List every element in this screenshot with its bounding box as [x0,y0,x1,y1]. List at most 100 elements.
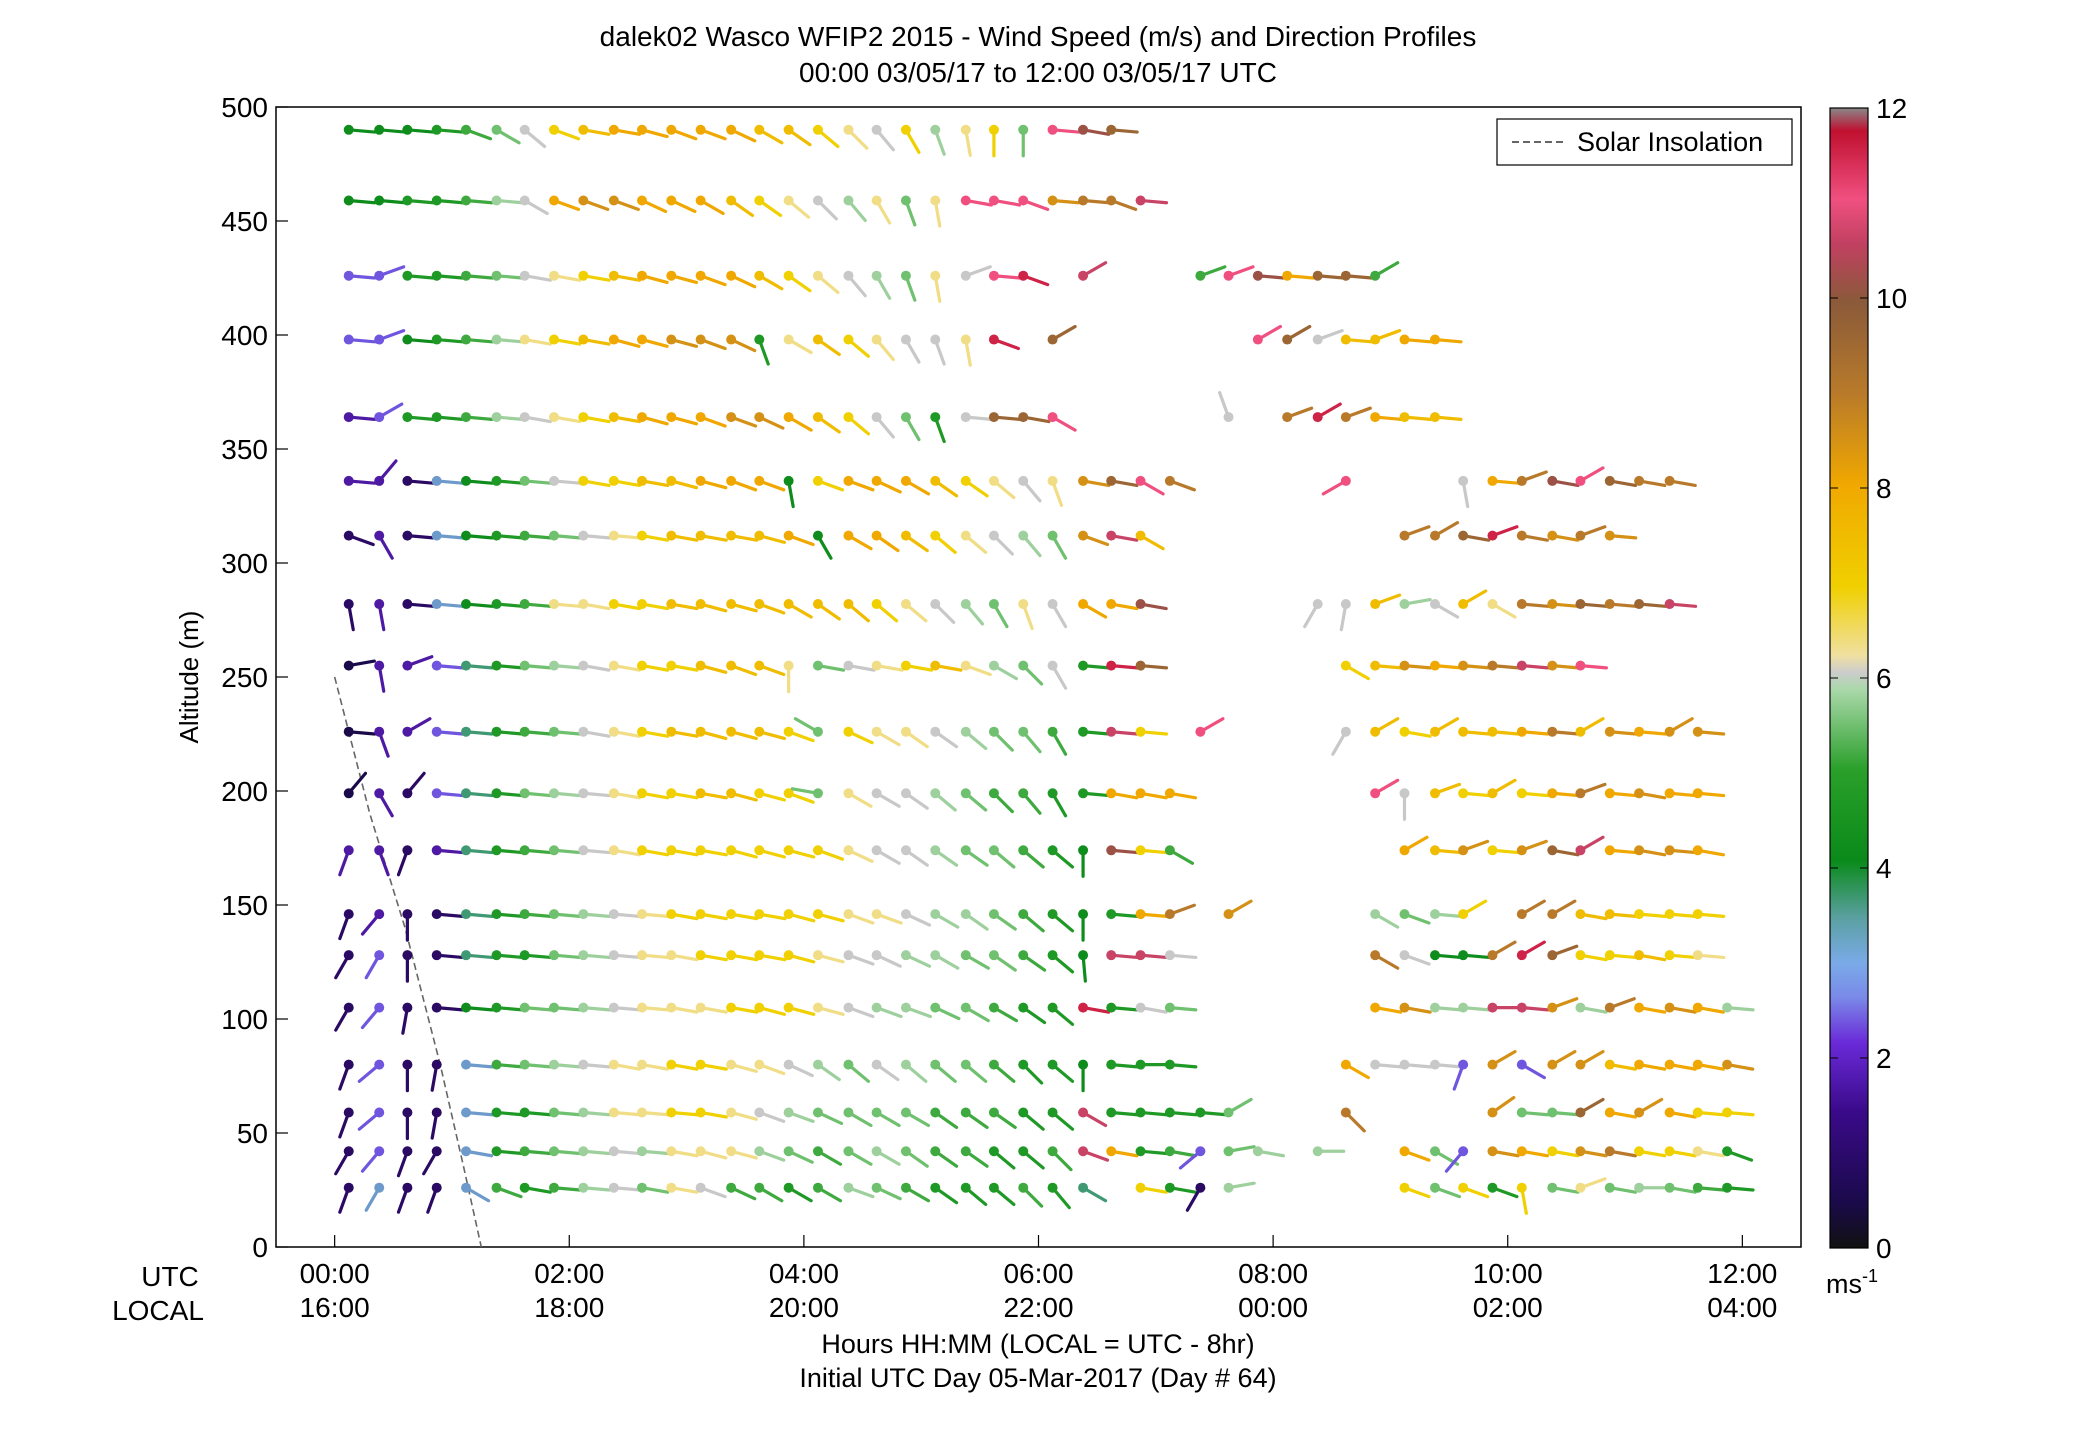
wind-barb-dot [374,726,385,737]
wind-barb-dot [374,124,385,135]
wind-barb-dot [843,475,854,486]
wind-barb-dot [930,1146,941,1157]
wind-barb-dot [1018,530,1029,541]
legend-label: Solar Insolation [1577,127,1763,157]
wind-barb-dot [1106,726,1117,737]
wind-barb-dot [1399,909,1410,920]
wind-barb-dot [637,530,647,541]
wind-barb-dot [812,475,823,486]
wind-barb-dot [1664,1107,1675,1118]
wind-barb-dot [812,599,823,610]
wind-barb-dot [608,599,619,610]
wind-barb-dot [1018,270,1029,281]
wind-barb-dot [783,726,794,737]
wind-barb-dot [1370,1002,1381,1013]
wind-barb-dot [343,412,354,423]
wind-barb-dot [1430,1146,1440,1157]
wind-barb-dot [812,788,823,799]
wind-barb-dot [431,530,442,541]
wind-barb-dot [343,270,354,281]
wind-barb-dot [900,788,911,799]
wind-barb-dot [519,412,530,423]
wind-barb-dot [608,270,619,281]
wind-barb-dot [1487,1002,1498,1013]
wind-barb-dot [1018,599,1029,610]
wind-barb-dot [695,1107,706,1118]
wind-barb-dot [1399,726,1410,737]
wind-barb-dot [960,124,971,135]
wind-barb-dot [519,270,530,281]
wind-barb-dot [960,270,971,281]
wind-barb-dot [1664,1059,1675,1070]
wind-barb-dot [519,334,530,345]
wind-barb-dot [1135,1002,1146,1013]
wind-barb-dot [1078,845,1089,856]
wind-barb-dot [374,845,385,856]
wind-barb-dot [900,845,911,856]
colorbar-tick-label: 12 [1876,93,1907,124]
wind-barb-dot [1458,475,1469,486]
wind-barb-dot [812,660,823,671]
wind-barb-dot [374,270,385,281]
wind-barb-dot [519,1107,530,1118]
wind-barb-dot [343,195,354,206]
x-axis-label: Hours HH:MM (LOCAL = UTC - 8hr) [821,1329,1254,1359]
wind-barb-dot [1575,660,1586,671]
y-axis: 0 50 100 150 200 250 300 350 400 450 500 [221,92,288,1263]
wind-barb-dot [608,660,619,671]
x-axis-label-2: Initial UTC Day 05-Mar-2017 (Day # 64) [799,1363,1276,1393]
wind-barb-dot [930,660,941,671]
wind-barb-dot [1340,660,1351,671]
wind-barb-dot [1547,1002,1558,1013]
wind-barb-dot [1547,1182,1558,1193]
wind-barb-dot [666,530,677,541]
wind-barb-dot [1370,788,1381,799]
wind-barb-dot [1135,1146,1146,1157]
wind-barb-dot [1399,1059,1410,1070]
wind-barb-dot [491,270,502,281]
wind-barb-dot [431,195,442,206]
wind-barb-dot [491,950,502,961]
wind-barb-dot [1312,334,1323,345]
wind-barb-dot [960,1146,971,1157]
wind-barb-dot [491,1182,502,1193]
wind-barb-dot [1078,950,1089,961]
wind-barb-dot [1604,1002,1615,1013]
wind-barb-dot [1487,788,1498,799]
wind-barb-dot [1575,788,1586,799]
wind-barb-dot [1487,726,1498,737]
wind-barb-dot [1223,1107,1234,1118]
wind-barb-dot [1047,530,1058,541]
wind-barb-dot [1135,1059,1146,1070]
wind-barb-dot [1487,660,1498,671]
wind-barb-dot [431,334,442,345]
wind-barb-dot [1604,530,1615,541]
wind-barb-dot [431,845,442,856]
wind-barb-dot [783,1146,794,1157]
wind-barb-dot [343,530,354,541]
wind-barb-dot [1195,1146,1206,1157]
wind-barb-dot [1722,1059,1733,1070]
wind-barb-dot [1547,599,1558,610]
wind-barb-dot [374,909,385,920]
wind-barb-dot [900,660,911,671]
wind-barb-dot [900,1059,911,1070]
wind-barb-dot [960,909,971,920]
wind-barb-dot [578,334,589,345]
wind-barb-dot [812,1002,823,1013]
wind-barb-dot [1047,1059,1058,1070]
wind-barb-dot [1516,1182,1527,1193]
wind-barb-dot [1430,726,1440,737]
wind-barb-dot [1047,909,1058,920]
wind-barb-dot [461,1182,472,1193]
wind-barb-dot [1575,1002,1586,1013]
wind-barb-dot [578,530,589,541]
wind-barb-dot [988,195,999,206]
wind-barb-dot [1223,1146,1234,1157]
wind-barb-dot [343,1002,354,1013]
wind-barb-dot [1312,270,1323,281]
wind-barb-dot [726,475,737,486]
wind-barb-dot [666,334,677,345]
wind-barb-dot [812,412,823,423]
wind-barb-dot [754,412,765,423]
